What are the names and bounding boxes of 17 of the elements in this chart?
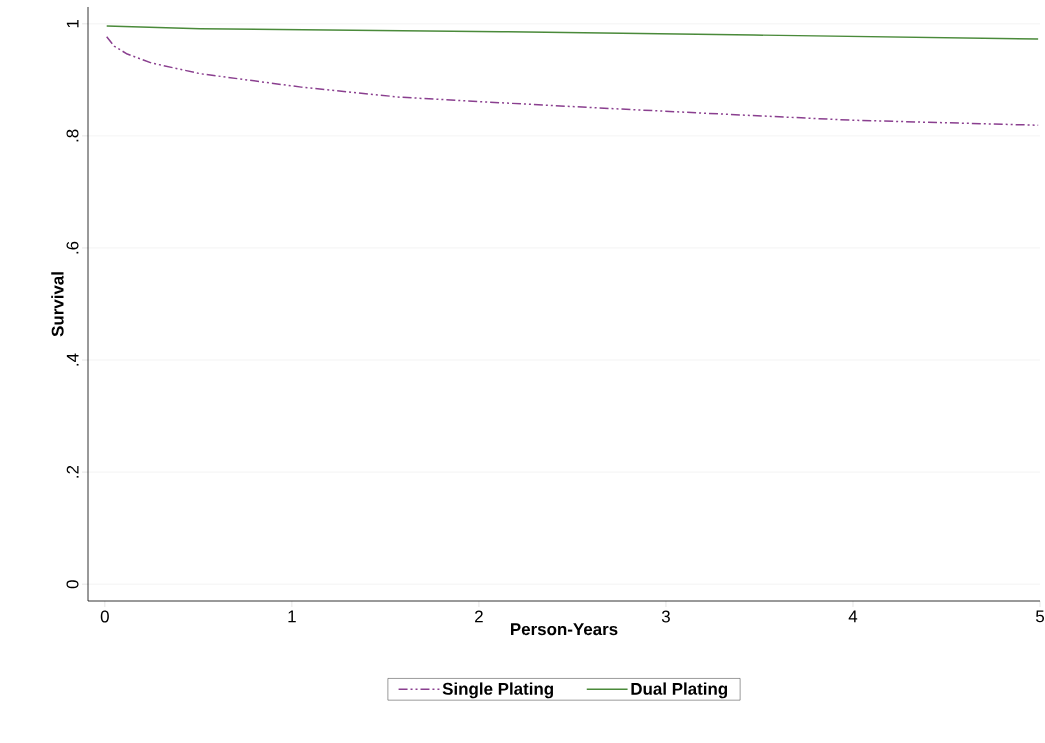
x-tick-label: 5	[1035, 610, 1045, 623]
x-tick-label: 2	[475, 610, 483, 623]
y-tick-label: 1	[66, 19, 79, 28]
line-series	[105, 25, 1039, 40]
x-tick-label: 4	[848, 610, 858, 623]
y-tick-label: .4	[66, 353, 79, 366]
y-tick-label: .8	[66, 129, 79, 142]
x-axis-title: Person-Years	[511, 623, 618, 636]
legend-label: Dual Plating	[631, 682, 728, 699]
x-tick-label: 0	[100, 610, 109, 623]
y-tick-label: 0	[66, 580, 79, 589]
y-tick-label: .6	[66, 241, 79, 254]
legend-label: Single Plating	[442, 682, 553, 699]
y-axis-title: Survival	[51, 272, 64, 337]
x-tick-label: 3	[661, 610, 670, 623]
y-tick-label: .2	[66, 465, 79, 478]
x-tick-label: 1	[288, 610, 296, 623]
